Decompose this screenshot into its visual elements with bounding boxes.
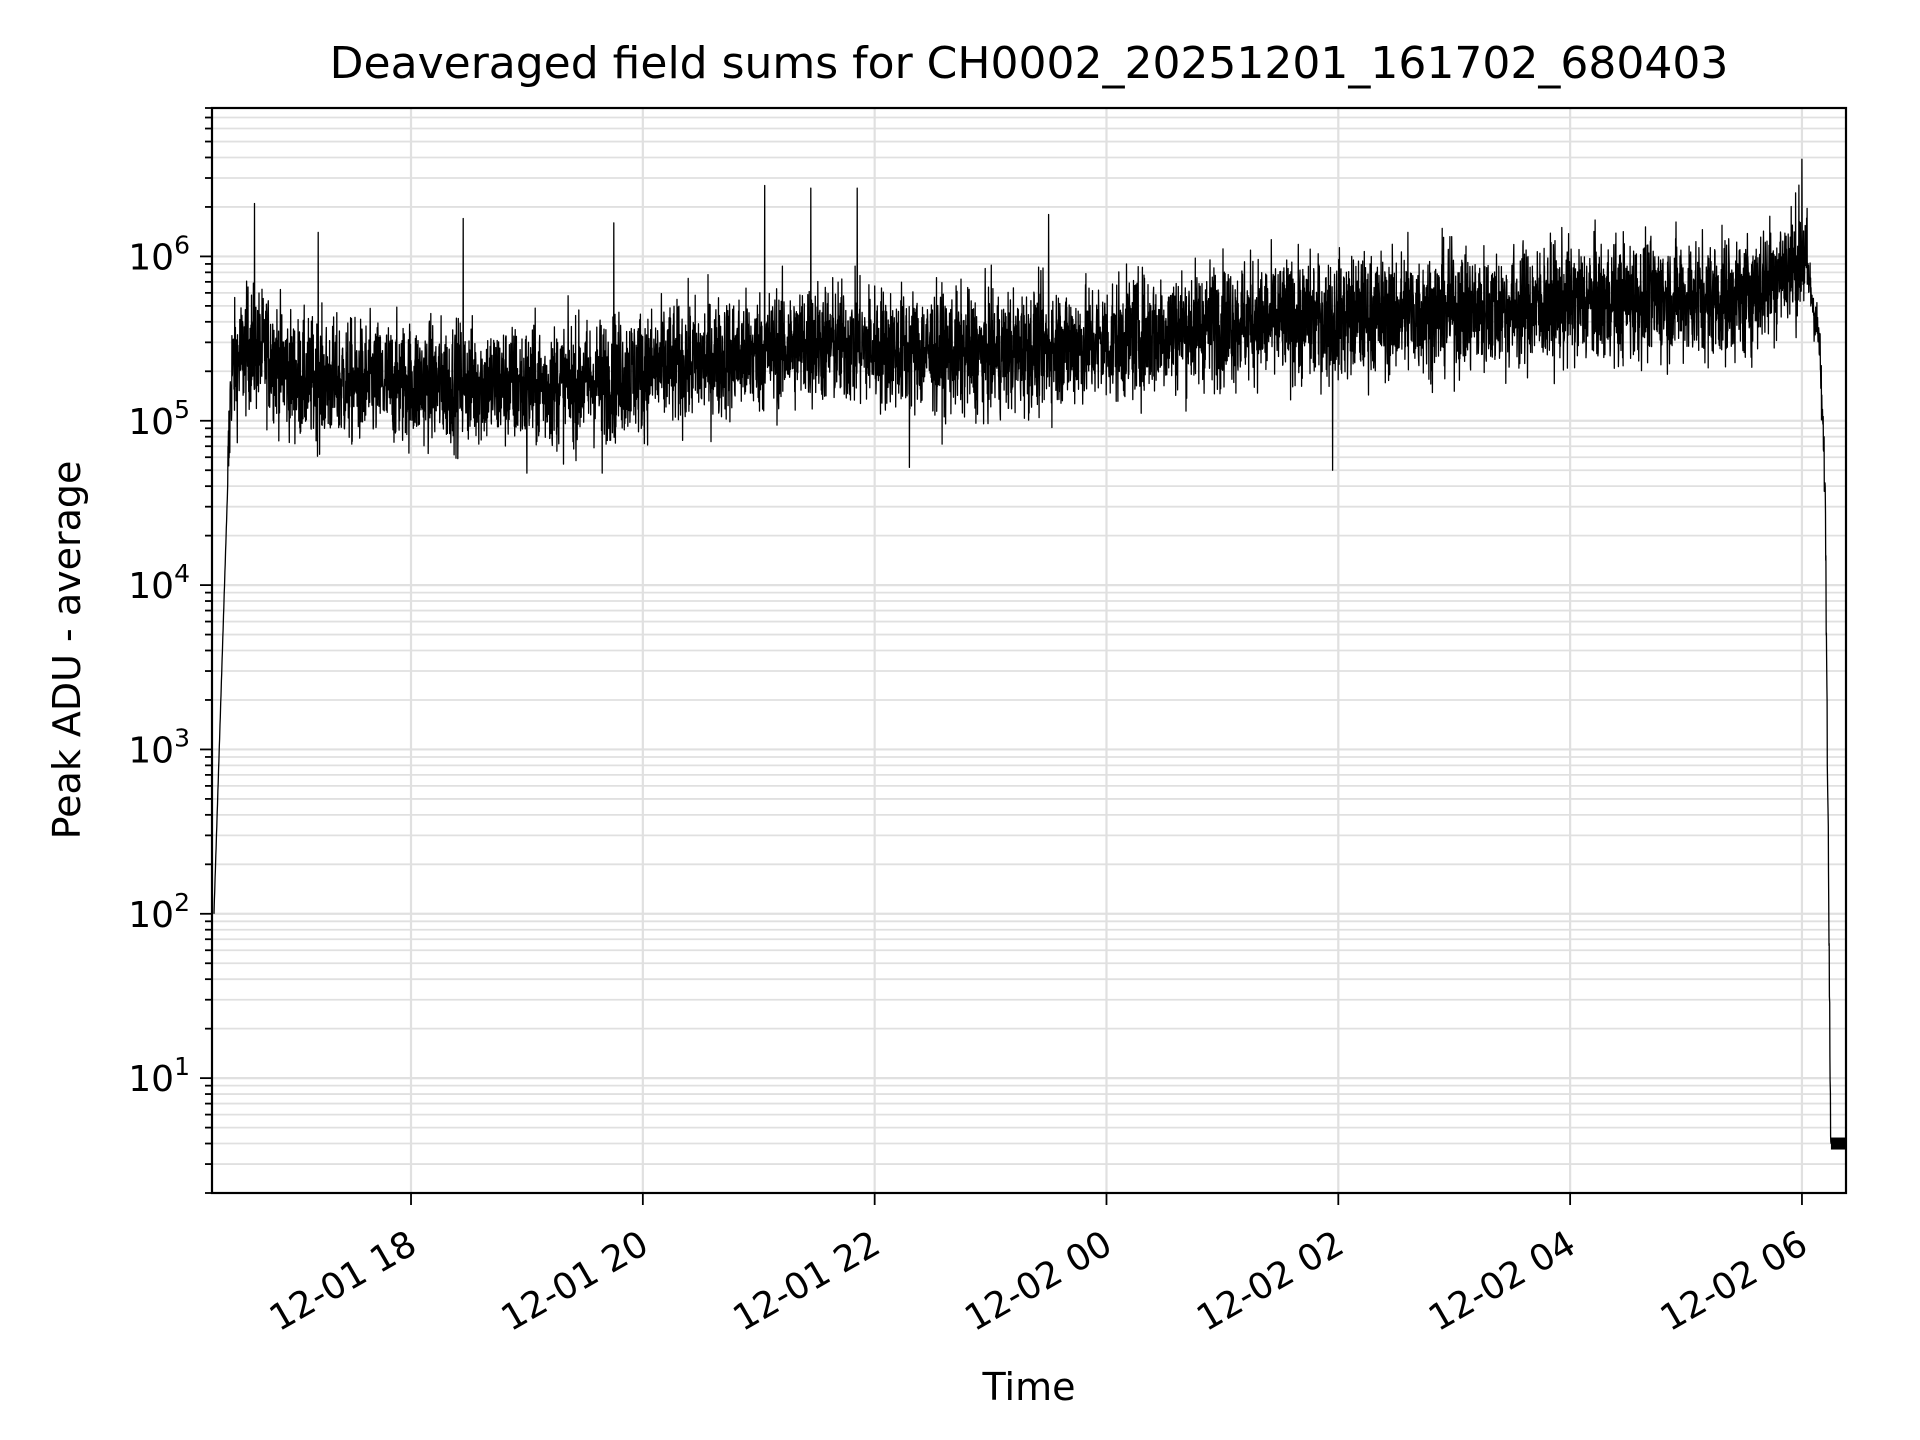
x-tick-label: 12-02 06	[1654, 1223, 1815, 1339]
y-tick-exponent: 2	[174, 888, 190, 917]
x-tick-labels: 12-01 18 12-01 20 12-01 22 12-02 00 12-02 02…	[263, 1223, 1815, 1339]
y-tick-label: 106	[128, 230, 190, 278]
y-tick-exponent: 5	[174, 395, 190, 424]
x-tick-label: 12-02 04	[1422, 1223, 1583, 1339]
plot-area	[213, 158, 1847, 1150]
y-tick-base: 10	[128, 730, 174, 771]
y-tick-exponent: 1	[174, 1052, 190, 1081]
series-line	[213, 158, 1847, 1145]
y-tick-exponent: 6	[174, 230, 190, 259]
y-tick-exponent: 4	[174, 559, 190, 588]
y-tick-base: 10	[128, 895, 174, 936]
y-tick-base: 10	[128, 402, 174, 443]
y-tick-base: 10	[128, 1059, 174, 1100]
x-tick-label: 12-01 18	[263, 1223, 424, 1339]
y-tick-label: 103	[128, 723, 190, 771]
x-tick-label: 12-01 20	[495, 1223, 656, 1339]
y-tick-base: 10	[128, 566, 174, 607]
x-tick-label: 12-02 02	[1190, 1223, 1351, 1339]
y-tick-label: 101	[128, 1052, 190, 1100]
y-tick-base: 10	[128, 237, 174, 278]
y-axis-label: Peak ADU - average	[45, 461, 89, 840]
x-tick-label: 12-01 22	[726, 1223, 887, 1339]
y-tick-label: 104	[128, 559, 190, 607]
series-tail	[1830, 1137, 1846, 1150]
y-tick-label: 105	[128, 395, 190, 443]
chart-title: Deaveraged field sums for CH0002_2025120…	[330, 38, 1729, 89]
y-tick-label: 102	[128, 888, 190, 936]
x-axis-label: Time	[982, 1365, 1076, 1409]
axis-ticks	[200, 107, 1803, 1205]
x-tick-label: 12-02 00	[958, 1223, 1119, 1339]
y-tick-exponent: 3	[174, 723, 190, 752]
